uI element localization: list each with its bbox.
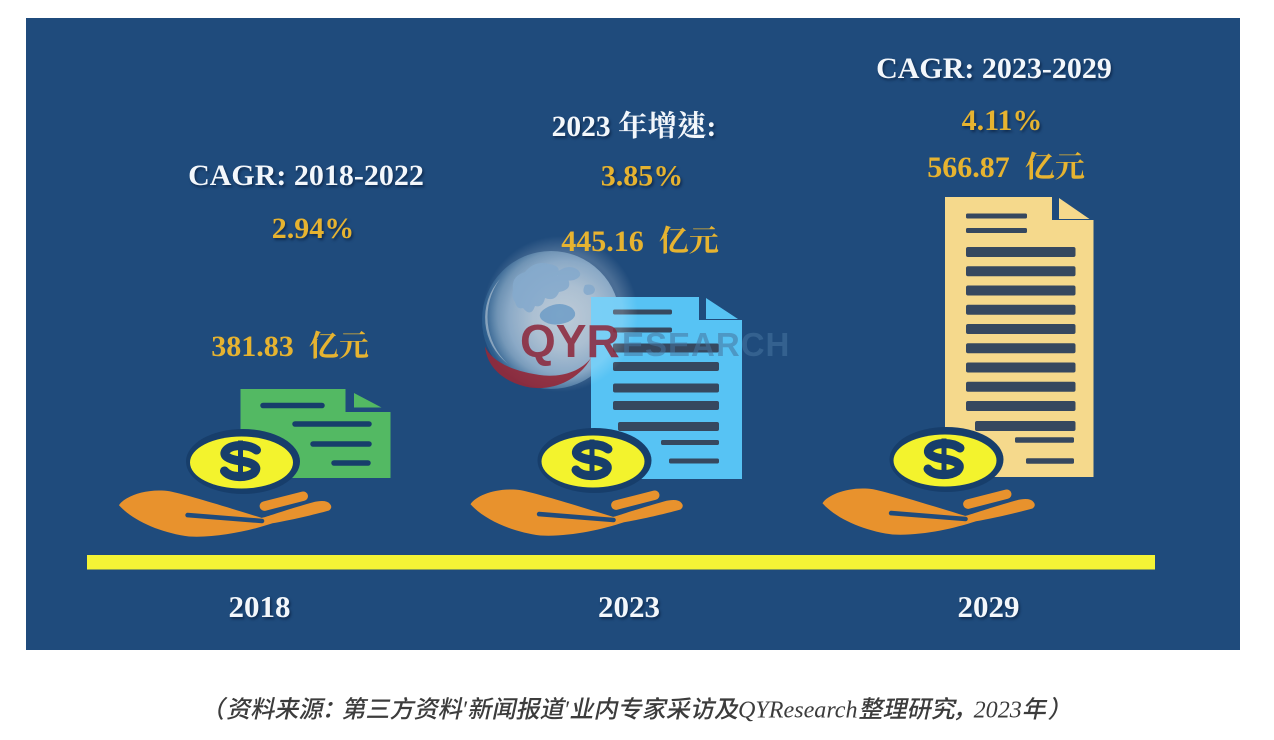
svg-text:566.87: 566.87	[927, 151, 1010, 184]
svg-text:2029: 2029	[958, 589, 1020, 624]
svg-text:2023: 2023	[552, 111, 611, 143]
svg-text:ESEARCH: ESEARCH	[622, 326, 790, 363]
svg-text:QYResearch: QYResearch	[738, 698, 858, 724]
svg-text:4.11%: 4.11%	[962, 104, 1043, 137]
svg-text::: :	[707, 111, 717, 143]
svg-text:2.94%: 2.94%	[272, 212, 355, 245]
svg-text:′: ′	[462, 698, 468, 724]
svg-text:2023: 2023	[598, 589, 660, 624]
svg-text:QYR: QYR	[520, 315, 620, 367]
svg-text:381.83: 381.83	[211, 330, 294, 363]
svg-text:CAGR: 2018-2022: CAGR: 2018-2022	[188, 159, 424, 192]
svg-text:3.85%: 3.85%	[601, 160, 684, 193]
svg-text:′: ′	[564, 698, 570, 724]
svg-text:2018: 2018	[229, 589, 291, 624]
svg-text:2023: 2023	[974, 698, 1022, 724]
svg-text:CAGR: 2023-2029: CAGR: 2023-2029	[876, 52, 1112, 85]
svg-text:445.16: 445.16	[561, 225, 644, 258]
